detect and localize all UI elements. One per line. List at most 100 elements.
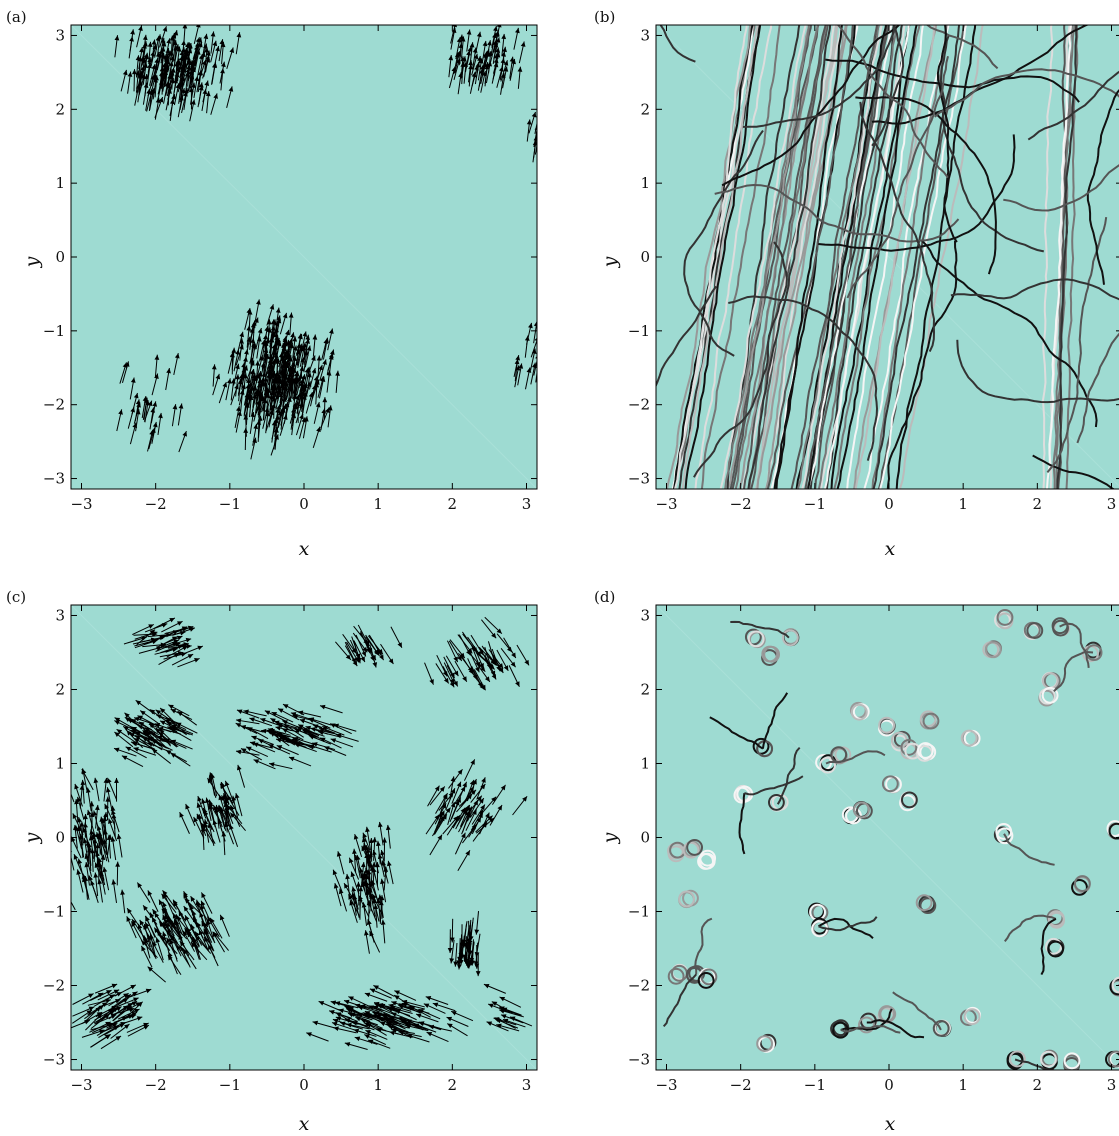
quiver-arrow	[390, 626, 403, 649]
quiver-arrow	[127, 406, 136, 429]
quiver-arrow	[76, 796, 85, 820]
quiver-arrow	[170, 934, 182, 957]
orbit-loop	[1023, 621, 1044, 640]
quiver-arrow	[236, 764, 246, 788]
quiver-arrow	[502, 1018, 526, 1028]
quiver-arrow	[151, 373, 159, 396]
quiver-arrow	[125, 746, 147, 759]
trajectory-path	[1003, 164, 1119, 212]
quiver-arrow	[196, 70, 203, 93]
quiver-arrow	[142, 82, 149, 105]
quiver-arrow	[133, 631, 158, 637]
quiver-arrow	[229, 824, 239, 847]
quiver-arrow	[206, 916, 220, 938]
quiver-arrow	[302, 367, 310, 390]
quiver-arrow	[111, 1014, 134, 1025]
trajectory-path	[925, 25, 999, 70]
trajectory-path	[921, 240, 1098, 428]
quiver-arrow	[200, 43, 208, 66]
quiver-arrow	[160, 41, 167, 64]
quiver-arrow	[97, 989, 120, 1001]
orbit-loop	[697, 849, 717, 870]
quiver-arrow	[449, 939, 455, 964]
panel-b-trajectories: (b) −3 −2 −1 0 1 2 3 3 2 1 0 −1 −2 −3 x y	[594, 8, 1119, 560]
quiver-arrow	[161, 935, 178, 955]
quiver-arrow	[234, 405, 241, 428]
quiver-arrow	[380, 643, 394, 665]
quiver-arrow	[144, 921, 156, 944]
quiver-arrow	[302, 416, 309, 439]
quiver-arrow	[284, 738, 307, 748]
quiver-arrow	[446, 1023, 468, 1037]
quiver-arrow	[95, 1007, 114, 1025]
quiver-arrow	[255, 360, 260, 383]
quiver-arrow	[135, 409, 141, 432]
quiver-arrow	[90, 1034, 111, 1048]
trajectory-path	[728, 295, 879, 461]
quiver-arrow	[234, 792, 243, 817]
quiver-arrow	[470, 670, 485, 690]
x-tick-label: 0	[299, 1076, 309, 1094]
quiver-arrow	[352, 1020, 375, 1031]
quiver-arrow	[336, 851, 345, 875]
quiver-arrow	[79, 821, 85, 846]
quiver-arrow	[114, 731, 134, 748]
x-tick-label: −2	[730, 1076, 752, 1094]
quiver-arrow	[361, 902, 368, 926]
trajectory-path	[1053, 651, 1094, 692]
quiver-arrow	[530, 337, 537, 358]
quiver-arrow	[524, 335, 530, 358]
y-tick-label: 0	[640, 829, 650, 847]
x-tick-label: −3	[70, 1076, 92, 1094]
quiver-arrow	[148, 427, 156, 450]
quiver-arrow	[226, 86, 234, 109]
quiver-arrow	[353, 1028, 377, 1037]
quiver-arrow	[210, 773, 218, 797]
quiver-arrow	[141, 43, 147, 66]
x-tick-label: −2	[145, 1076, 167, 1094]
y-tick-label: 3	[640, 606, 650, 624]
panel-c-label: (c)	[6, 588, 26, 606]
quiver-arrow	[509, 58, 516, 81]
quiver-arrow	[188, 65, 194, 89]
quiver-arrow	[156, 714, 179, 724]
y-tick-label: 1	[55, 754, 65, 772]
trajectory-path	[1004, 914, 1057, 943]
quiver-arrow	[135, 70, 141, 93]
quiver-arrow	[469, 653, 486, 673]
orbit-loop	[878, 716, 896, 737]
quiver-arrow	[526, 119, 532, 142]
quiver-arrow	[144, 915, 157, 938]
quiver-arrow	[355, 854, 363, 879]
quiver-arrow	[491, 25, 498, 48]
quiver-arrow	[159, 650, 184, 658]
quiver-arrow	[99, 816, 105, 841]
quiver-arrow	[539, 127, 544, 149]
quiver-arrow	[282, 728, 304, 741]
quiver-arrow	[425, 814, 440, 835]
quiver-arrow	[155, 641, 178, 652]
quiver-arrow	[94, 804, 100, 829]
quiver-arrow	[207, 777, 222, 799]
trajectory-path	[673, 25, 754, 489]
trajectory-path	[674, 25, 748, 489]
quiver-arrow	[222, 793, 231, 817]
quiver-arrow	[509, 1016, 533, 1027]
trajectory-path	[1040, 918, 1057, 976]
quiver-arrow	[459, 34, 464, 57]
quiver-arrow	[388, 1003, 412, 1012]
y-tick-label: −3	[43, 1051, 65, 1069]
quiver-arrow	[443, 656, 455, 679]
quiver-arrow	[154, 35, 161, 58]
trajectory-path	[818, 917, 874, 939]
quiver-arrow	[317, 375, 325, 398]
quiver-arrow	[147, 729, 166, 747]
trajectory-path	[871, 25, 1090, 125]
quiver-arrow	[111, 993, 132, 1009]
quiver-arrow	[369, 988, 392, 999]
quiver-arrow	[335, 1012, 357, 1026]
quiver-arrow	[274, 358, 280, 382]
trajectory-path	[1057, 25, 1067, 489]
quiver-arrow	[466, 778, 477, 802]
quiver-arrow	[312, 334, 318, 357]
